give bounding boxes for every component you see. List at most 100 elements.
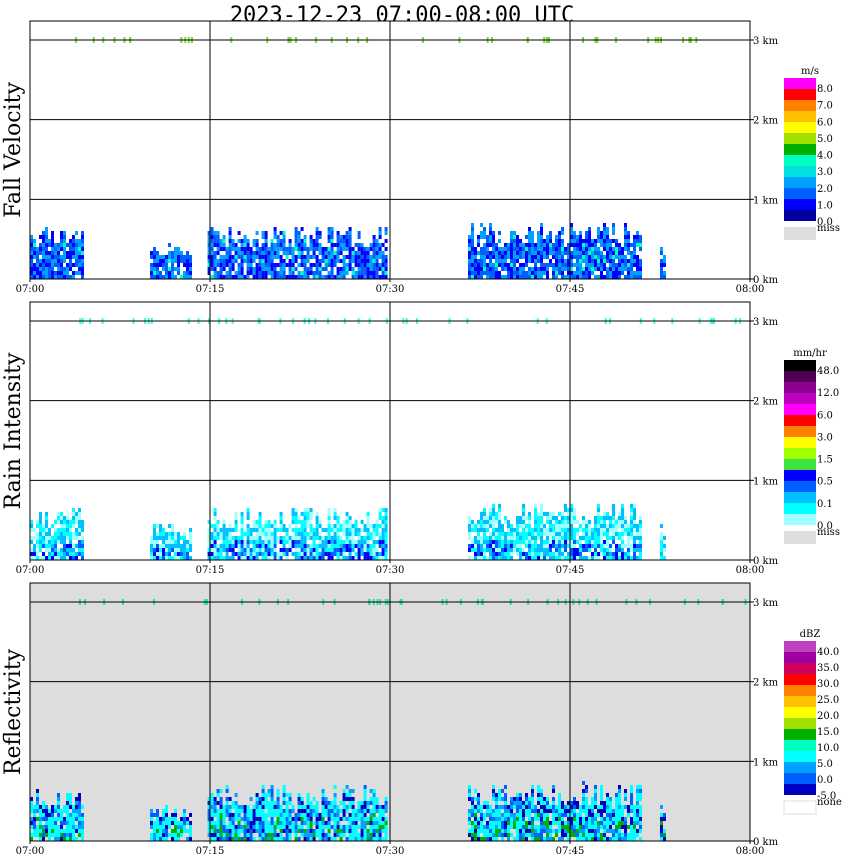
echo-cell [534,247,537,251]
echo-cell [546,544,549,548]
echo-cell [516,813,519,817]
echo-cell [174,821,177,825]
echo-cell [477,243,480,247]
echo-cell [570,829,573,833]
echo-cell [261,793,265,797]
echo-cell [531,801,534,805]
echo-cell [561,817,564,821]
echo-cell [258,829,262,833]
echo-cell [585,813,588,817]
echo-cell [633,247,636,251]
echo-cell [294,516,298,520]
echo-cell [189,263,192,267]
echo-cell [552,789,555,793]
echo-cell [219,532,223,536]
echo-cell [357,552,361,556]
echo-cell [609,544,612,548]
echo-cell [630,520,633,524]
echo-cell [294,512,298,516]
echo-cell [309,813,313,817]
echo-cell [519,813,522,817]
echo-cell [306,512,310,516]
echo-cell [486,833,489,837]
echo-cell [42,825,45,829]
echo-cell [39,837,42,841]
echo-cell [339,259,343,263]
echo-cell [288,251,292,255]
echo-cell [498,789,501,793]
echo-cell [216,556,220,560]
echo-cell [63,255,66,259]
echo-cell [543,540,546,544]
echo-cell [255,805,259,809]
echo-cell [597,239,600,243]
echo-cell [294,548,298,552]
echo-cell [300,544,304,548]
echo-cell [564,540,567,544]
echo-cell [537,797,540,801]
echo-cell [234,817,238,821]
echo-cell [156,255,159,259]
echo-cell [321,805,325,809]
echo-cell [615,837,618,841]
echo-cell [585,271,588,275]
echo-cell [315,259,319,263]
echo-cell [213,556,217,560]
echo-cell [609,548,612,552]
echo-cell [660,536,663,540]
echo-cell [330,271,334,275]
echo-cell [255,825,259,829]
echo-cell [555,809,558,813]
echo-cell [54,825,57,829]
echo-cell [354,809,358,813]
echo-cell [576,837,579,841]
echo-cell [495,512,498,516]
echo-cell [333,524,337,528]
echo-cell [351,837,355,841]
echo-cell [510,247,513,251]
echo-cell [330,263,334,267]
echo-cell [213,255,217,259]
echo-cell [504,255,507,259]
echo-cell [30,271,33,275]
echo-cell [492,793,495,797]
echo-cell [546,797,549,801]
echo-cell [261,231,265,235]
echo-cell [378,532,382,536]
echo-cell [609,817,612,821]
echo-cell [630,243,633,247]
echo-cell [228,825,232,829]
echo-cell [153,271,156,275]
echo-cell [519,833,522,837]
echo-cell [231,275,235,279]
echo-cell [66,825,69,829]
echo-cell [471,275,474,279]
echo-cell [489,532,492,536]
echo-cell [54,520,57,524]
echo-cell [360,536,364,540]
echo-cell [600,797,603,801]
echo-cell [603,837,606,841]
echo-cell [528,524,531,528]
echo-cell [285,255,289,259]
echo-cell [48,239,51,243]
echo-cell [627,805,630,809]
echo-cell [522,516,525,520]
echo-cell [45,271,48,275]
echo-cell [243,275,247,279]
echo-cell [525,793,528,797]
echo-cell [276,540,280,544]
echo-cell [531,532,534,536]
echo-cell [183,548,186,552]
echo-cell [243,235,247,239]
echo-cell [348,829,352,833]
echo-cell [279,540,283,544]
echo-cell [318,275,322,279]
echo-cell [234,837,238,841]
echo-cell [216,247,220,251]
echo-cell [381,267,385,271]
echo-cell [498,255,501,259]
echo-cell [510,556,513,560]
echo-cell [258,528,262,532]
echo-cell [186,837,189,841]
